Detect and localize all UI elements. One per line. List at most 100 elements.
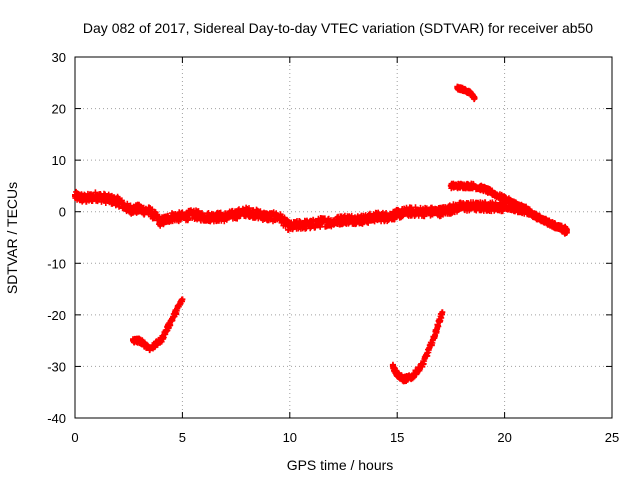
data-point (458, 203, 465, 210)
series-markers (130, 296, 185, 354)
data-point (114, 198, 121, 205)
data-point (136, 337, 143, 344)
y-tick-label: 10 (52, 153, 66, 168)
data-point (233, 211, 240, 218)
data-point (200, 213, 207, 220)
data-point (490, 203, 497, 210)
data-point (125, 206, 132, 213)
data-point (361, 216, 368, 223)
data-point (563, 226, 570, 233)
y-tick-label: 20 (52, 102, 66, 117)
y-axis-label: SDTVAR / TECUs (4, 182, 20, 294)
data-point (512, 206, 519, 213)
data-point (458, 85, 465, 92)
data-point (93, 193, 100, 200)
x-tick-label: 25 (605, 430, 619, 445)
data-point (286, 224, 293, 231)
data-point (469, 182, 476, 189)
data-point (415, 208, 422, 215)
data-point (72, 193, 78, 200)
data-point (265, 213, 272, 220)
data-point (480, 185, 487, 192)
chart-title: Day 082 of 2017, Sidereal Day-to-day VTE… (83, 20, 593, 36)
data-point (469, 203, 476, 210)
data-point (222, 213, 229, 220)
data-point (104, 195, 111, 202)
data-point (419, 360, 426, 367)
data-point (447, 206, 454, 213)
x-tick-label: 10 (283, 430, 297, 445)
y-tick-label: -10 (47, 256, 66, 271)
data-point (136, 206, 143, 213)
y-tick-label: -40 (47, 411, 66, 426)
data-point (147, 345, 154, 352)
x-tick-label: 20 (497, 430, 511, 445)
data-point (430, 335, 437, 342)
grid (75, 57, 612, 418)
data-point (329, 219, 336, 226)
data-point (467, 90, 474, 97)
data-point (462, 87, 469, 94)
data-point (437, 208, 444, 215)
series-short-high-segment (454, 83, 478, 103)
x-tick-label: 0 (71, 430, 78, 445)
y-tick-label: -20 (47, 308, 66, 323)
x-tick-label: 5 (179, 430, 186, 445)
data-point (523, 208, 530, 215)
data-point (351, 216, 358, 223)
data-point (439, 309, 446, 316)
data-point (319, 219, 326, 226)
data-point (179, 213, 186, 220)
data-point (533, 213, 540, 220)
data-point (372, 213, 379, 220)
data-point (340, 216, 347, 223)
data-point (168, 213, 175, 220)
data-point (454, 84, 461, 91)
series-mid-dip-segment (389, 309, 446, 385)
data-point (447, 182, 454, 189)
data-point (254, 211, 261, 218)
data-point (297, 221, 304, 228)
data-point (157, 219, 164, 226)
data-point (147, 208, 154, 215)
tick-labels: 0 5 10 15 20 25 -40 -30 -20 -10 0 10 20 30 (47, 50, 619, 445)
data-point (458, 182, 465, 189)
data-point (157, 337, 164, 344)
x-tick-label: 15 (390, 430, 404, 445)
data-point (82, 195, 89, 202)
data-point (168, 317, 175, 324)
data-point (501, 203, 508, 210)
data-point (243, 208, 250, 215)
data-point (190, 211, 197, 218)
data-point (555, 224, 562, 231)
data-point (490, 190, 497, 197)
data-point (394, 211, 401, 218)
data-point (129, 337, 136, 344)
data-points (72, 83, 570, 385)
data-point (394, 371, 401, 378)
data-point (308, 221, 315, 228)
series-markers (501, 202, 570, 235)
y-tick-label: -30 (47, 359, 66, 374)
plot-frame (74, 56, 613, 419)
data-point (404, 208, 411, 215)
series-early-dip-segment (129, 296, 186, 354)
data-point (409, 373, 416, 380)
series-upper-right-branch (501, 202, 570, 235)
data-point (179, 296, 186, 303)
y-tick-label: 0 (59, 205, 66, 220)
data-point (276, 213, 283, 220)
data-point (480, 203, 487, 210)
data-point (471, 95, 478, 102)
data-point (400, 376, 407, 383)
data-point (211, 213, 218, 220)
data-point (544, 219, 551, 226)
data-point (501, 195, 508, 202)
y-tick-label: 30 (52, 50, 66, 65)
axes (74, 56, 613, 419)
x-axis-label: GPS time / hours (287, 457, 394, 473)
data-point (383, 213, 390, 220)
data-point (426, 208, 433, 215)
series-main-track (72, 188, 508, 233)
